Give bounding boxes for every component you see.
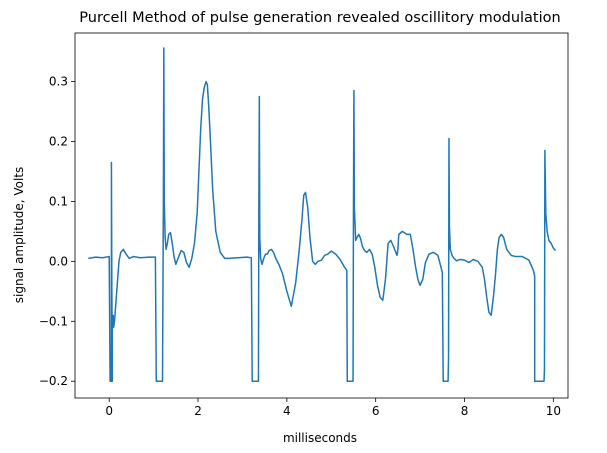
x-tick-label: 2 <box>194 404 202 418</box>
axes-frame <box>74 32 569 399</box>
y-tick-label: −0.2 <box>39 374 68 388</box>
x-tick-label: 10 <box>546 404 561 418</box>
y-tick-label: 0.3 <box>49 75 68 89</box>
plot-area: 0 2 4 6 8 10 −0.2 −0.1 0.0 0.1 0.2 0.3 <box>39 32 569 418</box>
x-tick-label: 6 <box>372 404 380 418</box>
x-tick-label: 0 <box>105 404 113 418</box>
chart-title: Purcell Method of pulse generation revea… <box>79 10 560 26</box>
y-axis-label: signal amplitude, Volts <box>12 167 26 304</box>
y-tick-label: 0.0 <box>49 254 68 268</box>
y-tick-label: 0.1 <box>49 194 68 208</box>
y-tick-label: −0.1 <box>39 314 68 328</box>
x-axis-label: milliseconds <box>283 431 357 445</box>
y-tick-label: 0.2 <box>49 134 68 148</box>
x-tick-label: 4 <box>283 404 291 418</box>
x-tick-label: 8 <box>461 404 469 418</box>
series-line-0 <box>88 47 557 382</box>
